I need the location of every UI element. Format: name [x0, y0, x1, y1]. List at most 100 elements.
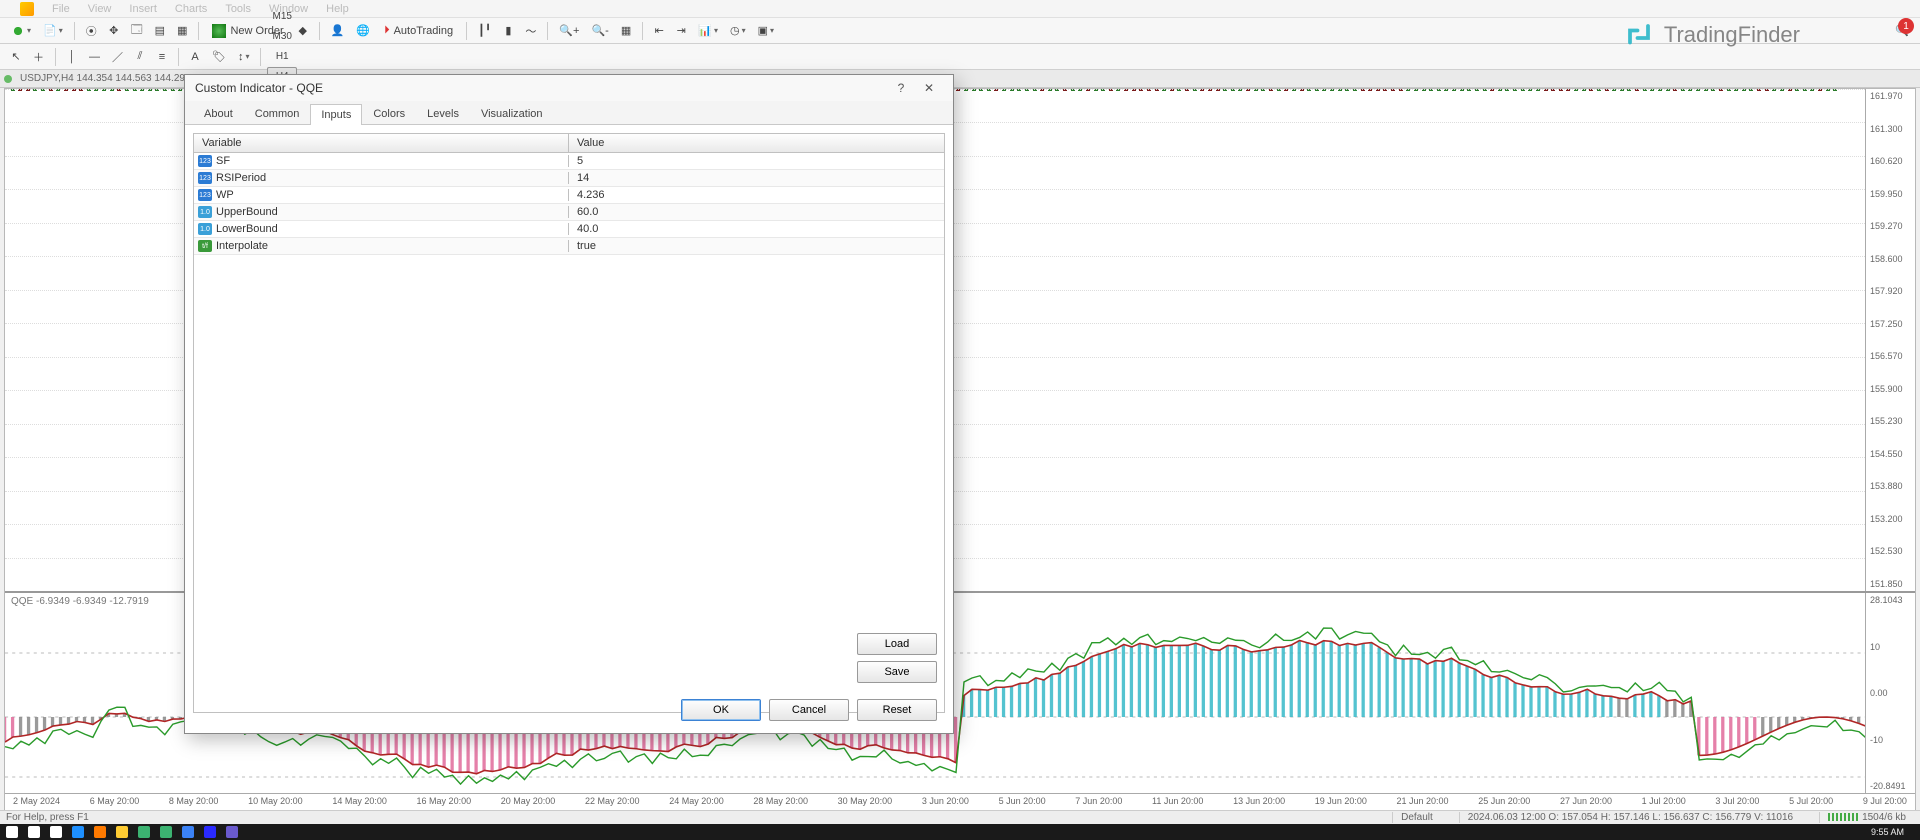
timeframe-m15[interactable]: M15 — [267, 7, 296, 27]
toggle-navigator[interactable]: ✥ — [104, 21, 124, 41]
fibonacci-tool[interactable]: ≡ — [152, 47, 172, 67]
taskbar-app-icon[interactable] — [116, 826, 128, 838]
type-icon: 123 — [198, 155, 212, 167]
variable-value[interactable]: true — [569, 240, 944, 252]
dialog-tab-visualization[interactable]: Visualization — [470, 103, 554, 124]
status-net: 1504/6 kb — [1819, 812, 1914, 823]
type-icon: 123 — [198, 189, 212, 201]
help-button[interactable]: ? — [887, 78, 915, 98]
taskbar-app-icon[interactable] — [160, 826, 172, 838]
new-chart-dropdown[interactable] — [6, 21, 36, 41]
taskbar-app-icon[interactable] — [182, 826, 194, 838]
dialog-titlebar: Custom Indicator - QQE ? ✕ — [185, 75, 953, 101]
candle-chart-button[interactable]: ▮ — [498, 21, 518, 41]
separator — [198, 22, 199, 40]
taskbar-app-icon[interactable] — [94, 826, 106, 838]
line-chart-button[interactable]: 〜 — [520, 21, 541, 41]
variable-value[interactable]: 60.0 — [569, 206, 944, 218]
separator — [74, 22, 75, 40]
variable-name: LowerBound — [216, 223, 278, 235]
input-row[interactable]: 123 SF 5 — [194, 153, 944, 170]
expert-advisors-button[interactable]: 👤 — [326, 21, 350, 41]
menu-item[interactable]: Help — [326, 3, 349, 15]
input-row[interactable]: 123RSIPeriod14 — [194, 170, 944, 187]
bar-chart-button[interactable]: ┃╹ — [473, 21, 496, 41]
periodicity-dropdown[interactable]: ◷ — [725, 21, 751, 41]
options-button[interactable]: 🌐 — [351, 21, 375, 41]
tile-windows-button[interactable]: ▦ — [616, 21, 636, 41]
taskbar-clock: 9:55 AM — [1871, 828, 1914, 836]
dialog-tab-common[interactable]: Common — [244, 103, 311, 124]
menu-item[interactable]: Insert — [129, 3, 157, 15]
taskbar-app-icon[interactable] — [204, 826, 216, 838]
indicator-dialog: Custom Indicator - QQE ? ✕ AboutCommonIn… — [184, 74, 954, 734]
input-row[interactable]: t/fInterpolatetrue — [194, 238, 944, 255]
input-row[interactable]: 123 WP 4.236 — [194, 187, 944, 204]
notification-badge[interactable]: 1 — [1898, 18, 1914, 34]
label-tool[interactable]: 🏷 — [207, 47, 231, 67]
close-button[interactable]: ✕ — [915, 78, 943, 98]
arrows-dropdown[interactable]: ↕ — [233, 47, 255, 67]
cursor-tool[interactable]: ↖ — [6, 47, 26, 67]
dialog-title-text: Custom Indicator - QQE — [195, 81, 323, 95]
taskbar-app-icon[interactable] — [28, 826, 40, 838]
variable-name: SF — [216, 155, 230, 167]
shift-chart-button[interactable]: ⇤ — [649, 21, 669, 41]
toggle-terminal[interactable]: ▤ — [150, 21, 170, 41]
variable-value[interactable]: 40.0 — [569, 223, 944, 235]
taskbar-app-icon[interactable] — [72, 826, 84, 838]
dialog-tab-about[interactable]: About — [193, 103, 244, 124]
trendline-tool[interactable]: ／ — [107, 47, 128, 67]
channel-tool[interactable]: ⫽ — [130, 47, 150, 67]
chart-connection-dot — [4, 75, 12, 83]
timeframe-m5[interactable]: M5 — [267, 0, 296, 7]
dialog-tab-levels[interactable]: Levels — [416, 103, 470, 124]
menu-item[interactable]: View — [88, 3, 112, 15]
dialog-tabs: AboutCommonInputsColorsLevelsVisualizati… — [185, 101, 953, 125]
separator — [642, 22, 643, 40]
taskbar-app-icon[interactable] — [50, 826, 62, 838]
input-row[interactable]: 1.0UpperBound60.0 — [194, 204, 944, 221]
taskbar-app-icon[interactable] — [226, 826, 238, 838]
text-tool[interactable]: A — [185, 47, 205, 67]
profiles-dropdown[interactable]: 📄 — [38, 21, 68, 41]
dialog-tab-colors[interactable]: Colors — [362, 103, 416, 124]
autotrading-button[interactable]: ⏵AutoTrading — [377, 21, 460, 41]
reset-button[interactable]: Reset — [857, 699, 937, 721]
templates-dropdown[interactable]: ▣ — [753, 21, 779, 41]
column-header-value[interactable]: Value — [569, 134, 944, 152]
variable-name: WP — [216, 189, 234, 201]
toggle-market-watch[interactable]: ⦿ — [81, 21, 102, 41]
indicators-dropdown[interactable]: 📊 — [693, 21, 723, 41]
type-icon: 1.0 — [198, 206, 212, 218]
autoscroll-button[interactable]: ⇥ — [671, 21, 691, 41]
crosshair-tool[interactable]: ＋ — [28, 47, 49, 67]
save-button[interactable]: Save — [857, 661, 937, 683]
cancel-button[interactable]: Cancel — [769, 699, 849, 721]
taskbar-app-icon[interactable] — [138, 826, 150, 838]
watermark: TradingFinder — [1624, 20, 1800, 50]
variable-value[interactable]: 14 — [569, 172, 944, 184]
menu-item[interactable]: File — [52, 3, 70, 15]
taskbar-app-icon[interactable] — [6, 826, 18, 838]
load-button[interactable]: Load — [857, 633, 937, 655]
menu-item[interactable]: Tools — [225, 3, 251, 15]
variable-name: Interpolate — [216, 240, 268, 252]
timeframe-m30[interactable]: M30 — [267, 27, 296, 47]
input-row[interactable]: 1.0LowerBound40.0 — [194, 221, 944, 238]
vline-tool[interactable]: │ — [62, 47, 82, 67]
dialog-tab-inputs[interactable]: Inputs — [310, 104, 362, 125]
menu-item[interactable]: Charts — [175, 3, 207, 15]
strategy-tester[interactable]: ▦ — [172, 21, 192, 41]
timeframe-h1[interactable]: H1 — [267, 47, 296, 67]
column-header-variable[interactable]: Variable — [194, 134, 569, 152]
status-ohlc: 2024.06.03 12:00 O: 157.054 H: 157.146 L… — [1459, 812, 1801, 823]
zoom-out-button[interactable]: 🔍- — [586, 21, 613, 41]
indicator-label: QQE -6.9349 -6.9349 -12.7919 — [11, 596, 149, 607]
zoom-in-button[interactable]: 🔍+ — [554, 21, 584, 41]
variable-value[interactable]: 5 — [569, 155, 944, 167]
ok-button[interactable]: OK — [681, 699, 761, 721]
toggle-data-window[interactable]: 🗔 — [126, 21, 148, 41]
hline-tool[interactable]: — — [84, 47, 105, 67]
variable-value[interactable]: 4.236 — [569, 189, 944, 201]
